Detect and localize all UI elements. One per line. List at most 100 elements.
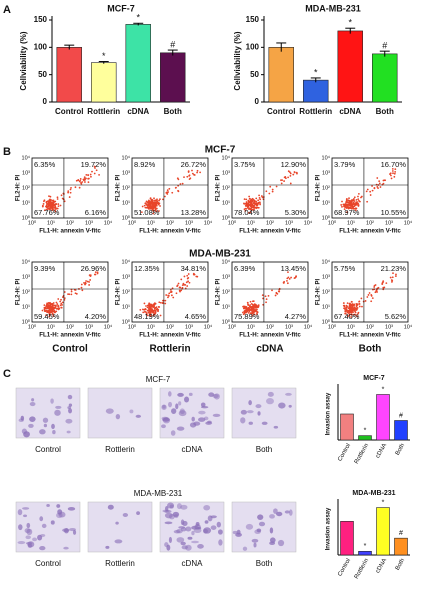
event-dot — [250, 204, 253, 206]
event-dot — [247, 211, 250, 214]
event-dot — [353, 205, 356, 208]
cell — [253, 542, 257, 548]
cell — [172, 511, 180, 517]
event-dot — [354, 307, 356, 310]
event-dot — [52, 308, 55, 311]
event-dot — [51, 202, 54, 205]
cell — [107, 504, 114, 510]
quadrant-label: 75.89% — [234, 312, 260, 321]
event-dot — [47, 307, 50, 309]
event-dot — [245, 198, 248, 201]
event-dot — [48, 195, 50, 198]
event-dot — [257, 306, 260, 309]
event-dot — [353, 207, 356, 210]
significance-mark: * — [136, 13, 140, 23]
event-dot — [269, 185, 272, 188]
event-dot — [377, 286, 380, 289]
cell — [62, 528, 70, 533]
event-dot — [366, 200, 369, 203]
cell — [176, 537, 185, 543]
x-tick-label: 10⁴ — [404, 323, 413, 330]
event-dot — [245, 201, 248, 204]
y-tick-label: 0 — [43, 97, 48, 106]
event-dot — [83, 176, 86, 179]
cell — [55, 405, 62, 409]
image-label: Rottlerin — [105, 559, 135, 568]
cell — [255, 404, 262, 409]
event-dot — [265, 301, 267, 304]
event-dot — [353, 196, 356, 199]
event-dot — [243, 198, 246, 201]
cell — [27, 541, 35, 548]
event-dot — [177, 184, 180, 187]
scatter-plot — [140, 169, 202, 215]
event-dot — [345, 306, 348, 309]
cell — [68, 408, 73, 414]
event-dot — [161, 302, 164, 304]
event-dot — [343, 307, 345, 310]
event-dot — [286, 279, 288, 282]
row-title: MCF-7 — [146, 375, 171, 384]
event-dot — [176, 284, 179, 287]
quadrant-label: 3.79% — [334, 160, 356, 169]
cell — [135, 414, 142, 418]
y-tick-label: 100 — [246, 42, 260, 51]
event-dot — [147, 204, 149, 207]
event-dot — [288, 278, 291, 280]
event-dot — [153, 204, 156, 207]
event-dot — [159, 314, 162, 317]
cell — [193, 421, 201, 426]
event-dot — [393, 172, 396, 175]
image-label: Control — [35, 445, 61, 454]
event-dot — [150, 205, 153, 208]
quadrant-label: 9.39% — [34, 264, 56, 273]
quadrant-label: 68.97% — [334, 208, 360, 217]
event-dot — [358, 300, 361, 303]
image-label: cDNA — [182, 445, 204, 454]
cell — [161, 424, 166, 429]
x-tick-label: 10⁰ — [228, 323, 237, 330]
cell — [213, 393, 220, 400]
event-dot — [353, 313, 356, 316]
event-dot — [61, 301, 64, 304]
event-dot — [153, 197, 155, 200]
event-dot — [154, 199, 157, 202]
cell — [164, 512, 173, 519]
event-dot — [56, 303, 59, 305]
event-dot — [57, 205, 60, 208]
event-dot — [357, 198, 360, 201]
event-dot — [82, 178, 85, 181]
bar — [268, 47, 294, 103]
event-dot — [288, 171, 291, 174]
event-dot — [155, 306, 158, 309]
cell — [41, 523, 47, 529]
significance-mark: # — [170, 39, 175, 49]
event-dot — [145, 200, 148, 203]
x-tick-label: 10¹ — [47, 220, 55, 226]
event-dot — [345, 304, 348, 307]
scatter-plot — [342, 272, 397, 318]
x-tick-label: 10⁴ — [404, 219, 413, 226]
cell — [21, 428, 28, 434]
cell — [26, 528, 33, 536]
cell — [207, 515, 213, 522]
cell — [176, 426, 185, 431]
quadrant-label: 67.40% — [334, 312, 360, 321]
x-tick-label: 10¹ — [347, 324, 355, 330]
event-dot — [54, 205, 57, 208]
cell — [50, 520, 55, 525]
bar — [372, 53, 398, 103]
y-tick-label: 10² — [222, 289, 230, 295]
event-dot — [249, 211, 252, 214]
event-dot — [83, 281, 85, 284]
quadrant-label: 6.35% — [34, 160, 56, 169]
cell — [175, 403, 179, 410]
quadrant-label: 6.16% — [85, 208, 107, 217]
quadrant-label: 26.72% — [181, 160, 207, 169]
cell — [72, 529, 77, 535]
event-dot — [70, 293, 73, 296]
y-tick-label: 10³ — [22, 274, 30, 280]
event-dot — [89, 279, 92, 281]
quadrant-label: 51.08% — [134, 208, 160, 217]
